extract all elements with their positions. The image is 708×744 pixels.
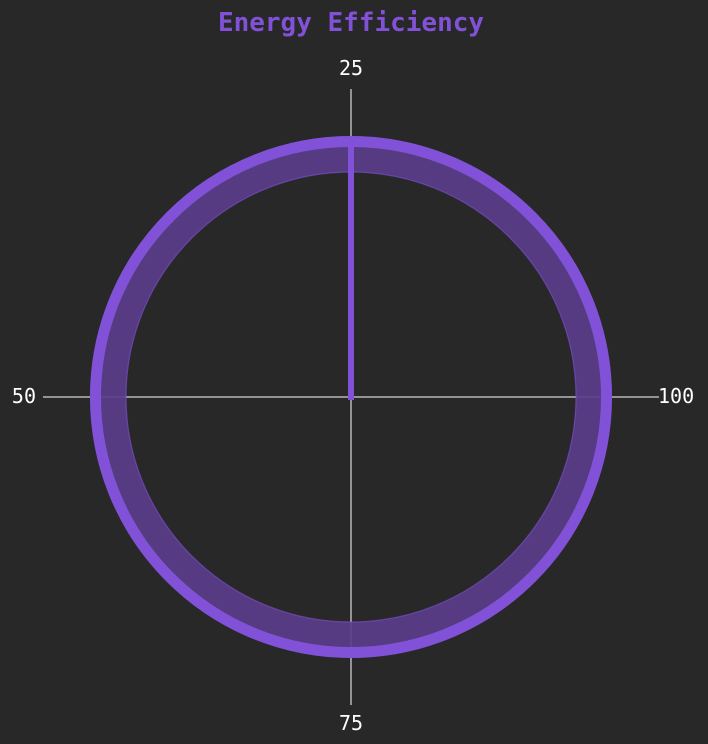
tick-label-100: 100	[658, 384, 694, 408]
data-series	[348, 136, 354, 400]
tick-label-50: 50	[12, 384, 36, 408]
chart-title: Energy Efficiency	[218, 8, 484, 38]
series-origin-point	[348, 394, 354, 400]
tick-label-25: 25	[339, 56, 363, 80]
tick-labels: 25 50 75 100	[12, 56, 694, 735]
tick-label-75: 75	[339, 711, 363, 735]
